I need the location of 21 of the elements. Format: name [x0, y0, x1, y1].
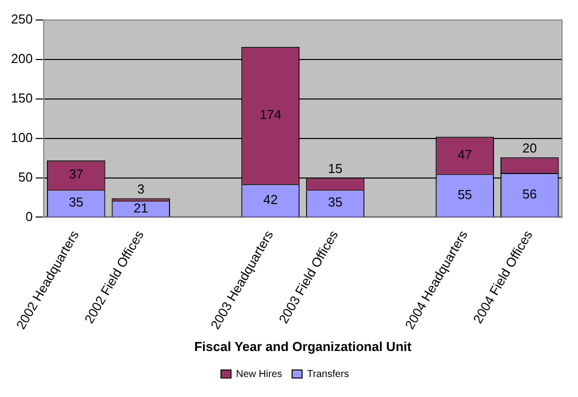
legend-label: Transfers [307, 368, 350, 380]
data-label: 37 [68, 166, 84, 182]
data-label: 56 [522, 186, 537, 202]
y-tick-label: 50 [18, 169, 33, 184]
data-label: 3 [137, 181, 144, 196]
data-label: 35 [68, 194, 84, 210]
data-label: 47 [458, 146, 472, 162]
y-tick-label: 100 [10, 130, 33, 145]
y-tick-label: 150 [10, 90, 33, 106]
data-label: 21 [134, 200, 148, 216]
y-tick-label: 250 [10, 12, 33, 27]
legend-label: New Hires [236, 368, 282, 380]
y-tick-label: 0 [25, 208, 33, 224]
data-label: 55 [458, 186, 472, 202]
data-label: 35 [328, 194, 342, 210]
data-label: 42 [263, 192, 278, 207]
x-axis-title: Fiscal Year and Organizational Unit [194, 338, 412, 354]
data-label: 174 [260, 107, 282, 122]
data-label: 20 [522, 140, 537, 156]
y-tick-label: 200 [10, 51, 33, 66]
data-label: 15 [328, 160, 342, 176]
